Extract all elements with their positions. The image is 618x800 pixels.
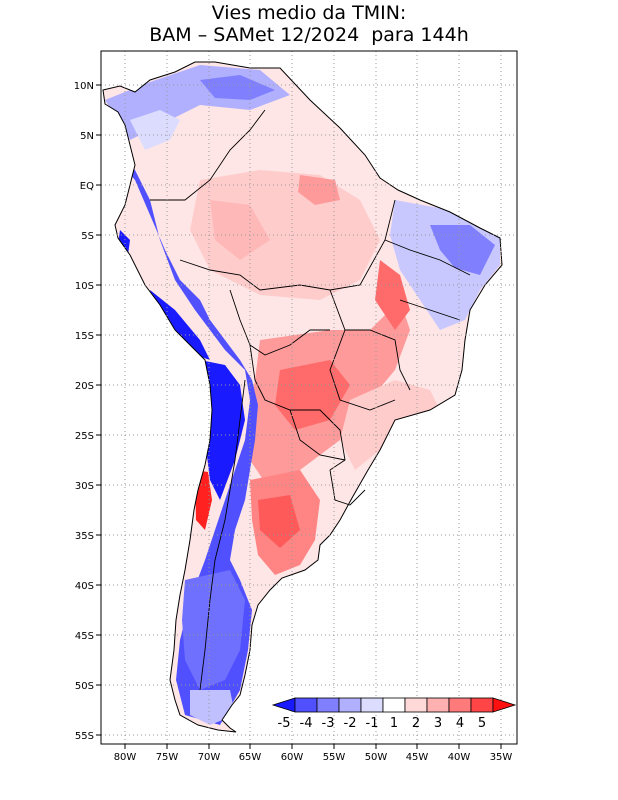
bias-patch-north-brazil xyxy=(298,175,340,205)
title-line-2: BAM – SAMet 12/2024 para 144h xyxy=(149,24,469,46)
x-tick-label: 55W xyxy=(323,752,346,763)
y-tick-label: 35S xyxy=(75,531,94,542)
colorbar-label: -2 xyxy=(344,716,357,731)
colorbar-labels: -5 -4 -3 -2 -1 1 2 3 4 5 xyxy=(278,716,487,731)
y-tick-label: 50S xyxy=(75,681,94,692)
y-tick-label: 5N xyxy=(80,131,94,142)
bias-patch-northeast-cold xyxy=(430,225,495,275)
x-tick-label: 35W xyxy=(490,752,513,763)
border-paraguay xyxy=(289,409,346,461)
x-tick-label: 40W xyxy=(448,752,471,763)
x-tick-label: 70W xyxy=(198,752,221,763)
colorbar-label: -3 xyxy=(322,716,335,731)
border-brazil-states-2 xyxy=(329,329,396,411)
colorbar-box xyxy=(470,697,494,713)
x-tick-label: 65W xyxy=(239,752,262,763)
colorbar-label: 2 xyxy=(412,716,420,731)
border-uruguay xyxy=(329,469,366,506)
bias-patch-patagonia xyxy=(182,570,245,690)
colorbar-label: 3 xyxy=(434,716,442,731)
y-tick-label: 20S xyxy=(75,381,94,392)
colorbar-box xyxy=(360,697,384,713)
x-tick-label: 45W xyxy=(406,752,429,763)
y-tick-label: 10N xyxy=(74,81,94,92)
y-tick-label: 10S xyxy=(75,281,94,292)
colorbar-label: -1 xyxy=(366,716,379,731)
bias-patch-southeast-brazil xyxy=(340,380,440,470)
y-tick-label: 55S xyxy=(75,731,94,742)
colorbar-label: 5 xyxy=(478,716,486,731)
colorbar-box xyxy=(316,697,340,713)
x-tick-label: 75W xyxy=(156,752,179,763)
colorbar-label: -5 xyxy=(278,716,291,731)
y-tick-label: 45S xyxy=(75,631,94,642)
border-brazil-north xyxy=(179,199,396,291)
colorbar-arrow-high xyxy=(492,697,517,713)
bias-patch-peru-coast xyxy=(150,290,210,360)
colorbar-box xyxy=(426,697,450,713)
x-tick-label: 50W xyxy=(365,752,388,763)
gridlines xyxy=(101,51,517,744)
border-bolivia-north xyxy=(229,289,330,356)
y-tick-label: 30S xyxy=(75,481,94,492)
bias-patch-ecuador-coast xyxy=(118,230,130,255)
colorbar: -5 -4 -3 -2 -1 1 2 3 4 5 xyxy=(271,697,517,731)
border-colombia xyxy=(150,109,266,201)
bias-patch-venezuela xyxy=(200,75,275,100)
map-frame-border xyxy=(100,50,518,745)
border-brazil-states-4 xyxy=(399,299,461,321)
y-tick-label: 15S xyxy=(75,331,94,342)
title-line-1: Vies medio da TMIN: xyxy=(211,2,407,24)
border-bolivia-south xyxy=(249,344,346,471)
x-tick-label: 80W xyxy=(114,752,137,763)
colorbar-label: -4 xyxy=(300,716,313,731)
colorbar-box xyxy=(294,697,318,713)
y-tick-label: 40S xyxy=(75,581,94,592)
x-tick-label: 60W xyxy=(281,752,304,763)
bias-patch-goias xyxy=(375,260,410,330)
bias-patch-paraguay xyxy=(275,360,350,430)
y-tick-label: 5S xyxy=(81,231,94,242)
colorbar-boxes xyxy=(271,697,517,713)
colorbar-label: 1 xyxy=(390,716,398,731)
bias-patch-peru-amazon xyxy=(210,200,270,260)
colorbar-box xyxy=(448,697,472,713)
map-title: Vies medio da TMIN: BAM – SAMet 12/2024 … xyxy=(0,2,618,46)
colorbar-box xyxy=(404,697,428,713)
y-tick-label: EQ xyxy=(80,181,94,192)
y-axis-labels: 10N 5N EQ 5S 10S 15S 20S 25S 30S 35S 40S… xyxy=(74,81,94,742)
y-tick-label: 25S xyxy=(75,431,94,442)
border-brazil-states-3 xyxy=(384,239,471,276)
tick-marks xyxy=(96,84,502,749)
border-chile-argentina xyxy=(199,379,246,691)
colorbar-label: 4 xyxy=(456,716,464,731)
x-axis-labels: 80W 75W 70W 65W 60W 55W 50W 45W 40W 35W xyxy=(114,752,513,763)
bias-patch-tierra-del-fuego xyxy=(190,690,235,725)
country-borders xyxy=(150,109,471,691)
colorbar-box xyxy=(382,697,406,713)
border-brazil-states xyxy=(329,289,411,391)
colorbar-box xyxy=(338,697,362,713)
